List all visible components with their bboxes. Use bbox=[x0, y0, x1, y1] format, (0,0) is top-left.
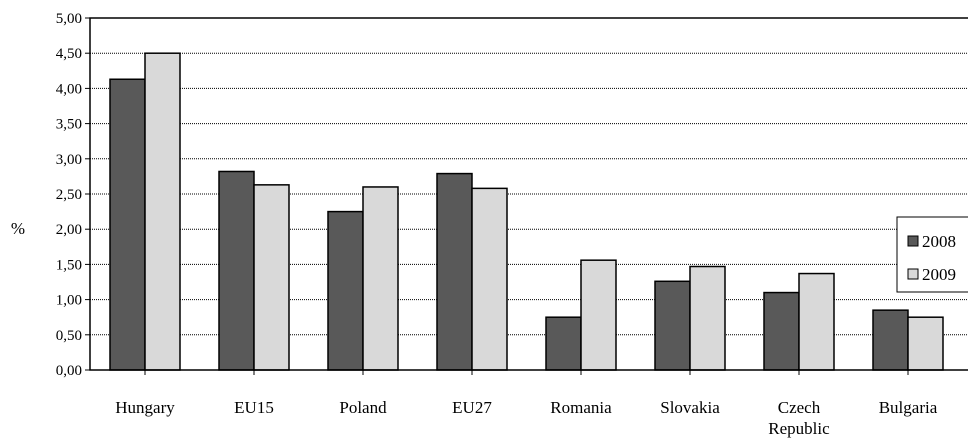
y-tick-label: 0,50 bbox=[56, 328, 82, 344]
y-tick-label: 1,50 bbox=[56, 257, 82, 273]
x-category-label: EU15 bbox=[234, 398, 274, 417]
bar-2009 bbox=[471, 187, 508, 371]
y-tick-label: 2,00 bbox=[56, 222, 82, 238]
legend-label-2008: 2008 bbox=[922, 232, 956, 251]
axes bbox=[85, 17, 968, 375]
x-category-label: Czech Republic bbox=[768, 398, 830, 438]
bar-2009 bbox=[362, 186, 399, 371]
x-category-label: Bulgaria bbox=[879, 398, 938, 417]
legend-swatch-2008 bbox=[907, 235, 919, 247]
bar-2008 bbox=[218, 170, 255, 371]
x-category-label: Slovakia bbox=[660, 398, 720, 417]
bar-2009 bbox=[689, 265, 726, 371]
legend-swatch-2009 bbox=[907, 268, 919, 280]
y-tick-label: 3,00 bbox=[56, 152, 82, 168]
legend: 2008 2009 bbox=[896, 216, 968, 293]
bar-2008 bbox=[109, 78, 146, 371]
legend-label-2009: 2009 bbox=[922, 265, 956, 284]
x-category-label: Romania bbox=[550, 398, 612, 417]
x-category-label: Poland bbox=[339, 398, 387, 417]
bar-2008 bbox=[327, 210, 364, 371]
x-category-label: Hungary bbox=[115, 398, 175, 417]
y-tick-label: 2,50 bbox=[56, 187, 82, 203]
y-tick-label: 3,50 bbox=[56, 117, 82, 133]
y-axis-label: % bbox=[11, 219, 25, 238]
bar-2008 bbox=[763, 291, 800, 371]
y-tick-label: 4,00 bbox=[56, 81, 82, 97]
bar-2009 bbox=[798, 272, 835, 371]
x-category-labels: Hungary EU15 Poland EU27 Romania Slovakia Czec… bbox=[115, 398, 937, 438]
y-tick-label: 4,50 bbox=[56, 46, 82, 62]
bar-2008 bbox=[545, 316, 582, 371]
y-tick-label: 5,00 bbox=[56, 11, 82, 27]
bar-2008 bbox=[872, 309, 909, 371]
bar-2008 bbox=[436, 172, 473, 371]
bar-2009 bbox=[580, 259, 617, 371]
y-tick-labels: 0,00 0,50 1,00 1,50 2,00 2,50 3,00 3,50 4,00 4,50… bbox=[56, 11, 82, 379]
bars bbox=[109, 52, 944, 371]
bar-2009 bbox=[253, 184, 290, 371]
bar-2009 bbox=[907, 316, 944, 371]
bar-2009 bbox=[144, 52, 181, 371]
y-tick-label: 1,00 bbox=[56, 293, 82, 309]
y-tick-label: 0,00 bbox=[56, 363, 82, 379]
bar-2008 bbox=[654, 280, 691, 371]
x-category-label: EU27 bbox=[452, 398, 492, 417]
